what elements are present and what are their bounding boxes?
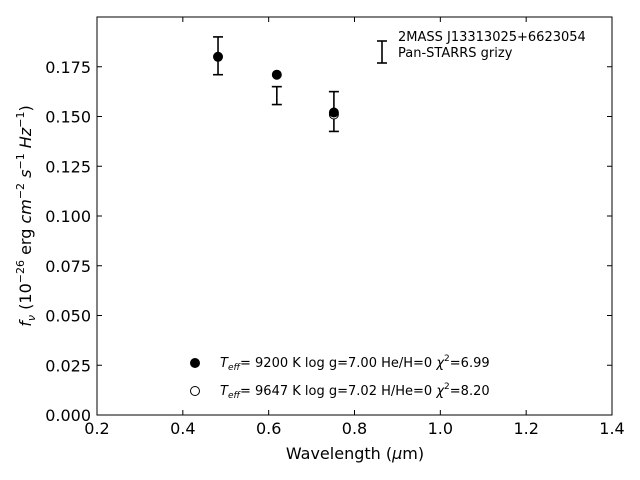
x-tick-label: 1.2 [513,419,538,438]
y-axis-title: fν (10−26 erg cm−2 s−1 Hz−1) [14,105,38,326]
legend-open-circle-icon [190,386,200,396]
model-filled-circle-point [213,51,224,62]
axis-tick-labels: 0.2 0.4 0.6 0.8 1.0 1.2 1.4 0.000 0.025 0.050 0.07… [45,58,625,438]
y-tick-label: 0.025 [45,356,91,375]
y-tick-label: 0.050 [45,307,91,326]
y-tick-label: 0.125 [45,157,91,176]
axis-ticks [96,17,613,416]
model-filled-circle-point [271,69,282,80]
y-tick-label: 0.100 [45,207,91,226]
x-tick-label: 0.6 [256,419,281,438]
y-tick-label: 0.075 [45,257,91,276]
x-tick-label: 0.8 [342,419,367,438]
data-layer [213,36,339,133]
x-tick-label: 0.2 [84,419,109,438]
legend-model-1-label: Teff= 9200 K log g=7.00 He/H=0 χ2=6.99 [220,354,490,373]
legend-filled-circle-icon [190,358,200,368]
x-tick-label: 0.4 [170,419,195,438]
x-tick-label: 1.4 [599,419,624,438]
legend-model-2-label: Teff= 9647 K log g=7.02 H/He=0 χ2=8.20 [220,382,490,401]
x-axis-title: Wavelength (μm) [286,444,424,463]
y-tick-label: 0.175 [45,58,91,77]
object-name: 2MASS J13313025+6623054 [398,30,586,45]
model-legend: Teff= 9200 K log g=7.00 He/H=0 χ2=6.99 T… [190,354,490,401]
x-tick-label: 1.0 [428,419,453,438]
y-tick-label: 0.000 [45,406,91,425]
survey-name: Pan-STARRS grizy [398,46,513,61]
model-filled-circle-point [328,107,339,118]
y-tick-label: 0.150 [45,108,91,127]
observed-legend: 2MASS J13313025+6623054 Pan-STARRS grizy [377,30,586,64]
